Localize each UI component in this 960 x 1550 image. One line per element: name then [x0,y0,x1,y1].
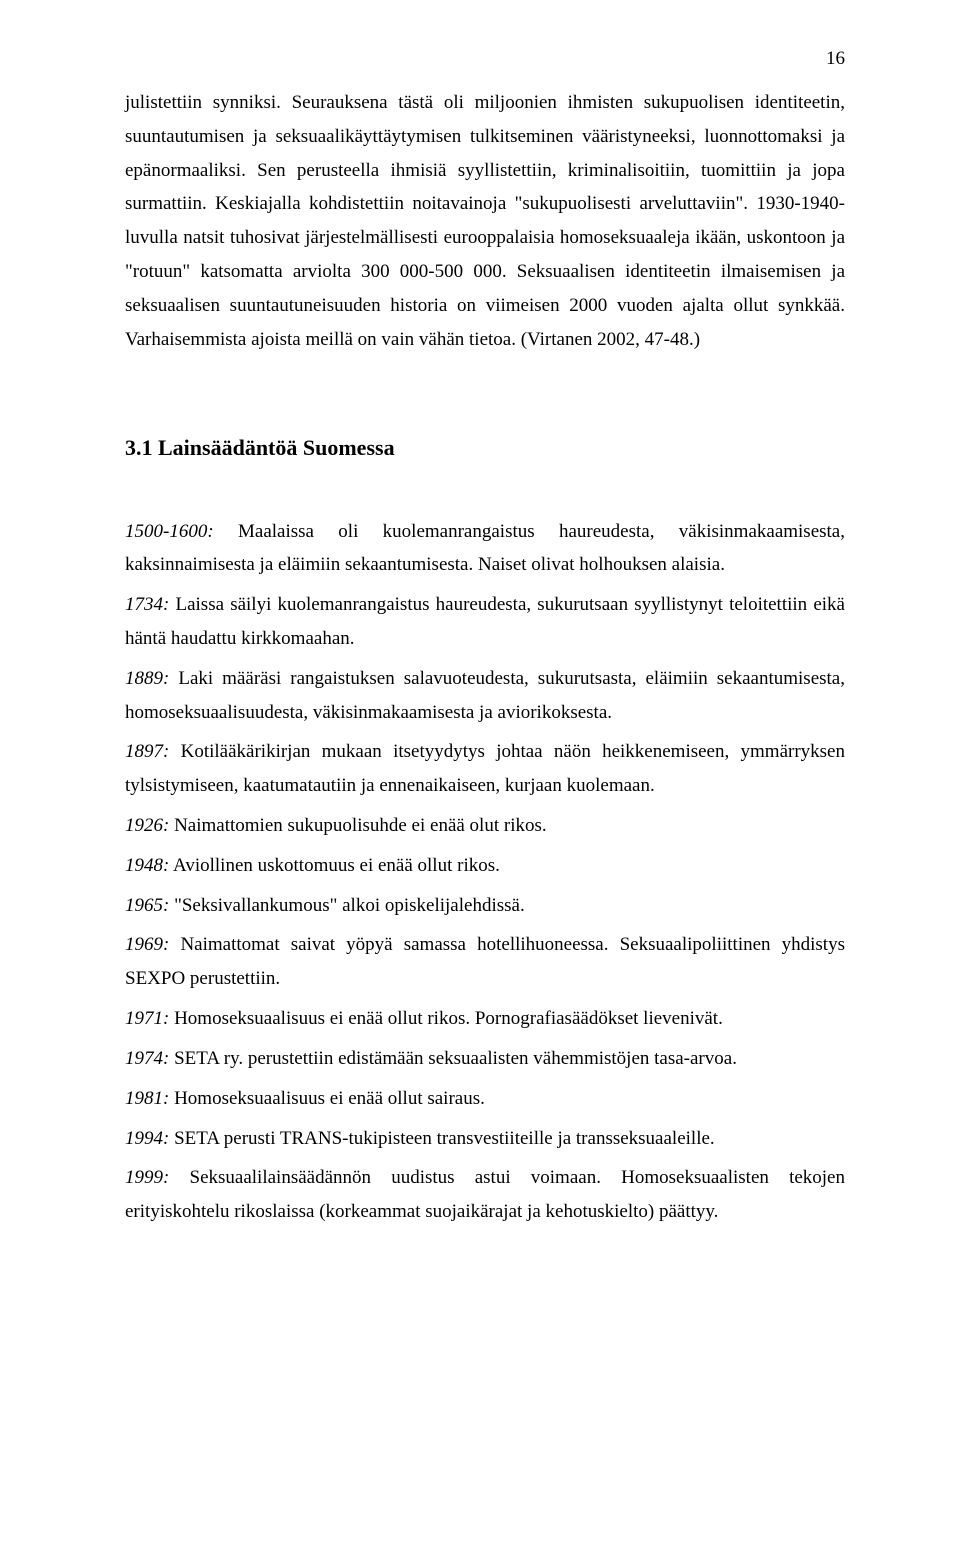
entry-text: Homoseksuaalisuus ei enää ollut rikos. P… [169,1008,723,1029]
entry-text: Naimattomien sukupuolisuhde ei enää olut… [169,815,546,836]
entry-year: 1994: [125,1128,169,1149]
entry-year: 1948: [125,855,169,876]
entry-year: 1897: [125,741,169,762]
entry-text: Maalaissa oli kuolemanrangaistus haureud… [125,521,845,576]
entry-text: Aviollinen uskottomuus ei enää ollut rik… [169,855,500,876]
entry-text: Naimattomat saivat yöpyä samassa hotelli… [125,934,845,989]
entry-text: Homoseksuaalisuus ei enää ollut sairaus. [169,1088,485,1109]
entry-year: 1734: [125,594,169,615]
timeline-entry: 1981: Homoseksuaalisuus ei enää ollut sa… [125,1082,845,1116]
section-heading: 3.1 Lainsäädäntöä Suomessa [125,435,845,461]
entry-year: 1971: [125,1008,169,1029]
entry-text: Seksuaalilainsäädännön uudistus astui vo… [125,1167,845,1222]
timeline-entry: 1971: Homoseksuaalisuus ei enää ollut ri… [125,1002,845,1036]
intro-paragraph: julistettiin synniksi. Seurauksena tästä… [125,86,845,357]
entry-text: SETA perusti TRANS-tukipisteen transvest… [169,1128,714,1149]
entry-text: "Seksivallankumous" alkoi opiskelijalehd… [169,895,524,916]
timeline-entry: 1500-1600: Maalaissa oli kuolemanrangais… [125,515,845,583]
entry-text: Laki määräsi rangaistuksen salavuoteudes… [125,668,845,723]
entry-year: 1965: [125,895,169,916]
entry-year: 1500-1600: [125,521,214,542]
entry-year: 1889: [125,668,169,689]
timeline-entry: 1926: Naimattomien sukupuolisuhde ei enä… [125,809,845,843]
entry-year: 1974: [125,1048,169,1069]
timeline-entry: 1999: Seksuaalilainsäädännön uudistus as… [125,1161,845,1229]
timeline-entry: 1897: Kotilääkärikirjan mukaan itsetyydy… [125,735,845,803]
entry-text: Kotilääkärikirjan mukaan itsetyydytys jo… [125,741,845,796]
timeline-entry: 1969: Naimattomat saivat yöpyä samassa h… [125,928,845,996]
timeline-entry: 1948: Aviollinen uskottomuus ei enää oll… [125,849,845,883]
timeline-entry: 1994: SETA perusti TRANS-tukipisteen tra… [125,1122,845,1156]
entry-year: 1969: [125,934,169,955]
entry-year: 1999: [125,1167,169,1188]
entry-text: Laissa säilyi kuolemanrangaistus haureud… [125,594,845,649]
timeline-entry: 1889: Laki määräsi rangaistuksen salavuo… [125,662,845,730]
timeline-entry: 1974: SETA ry. perustettiin edistämään s… [125,1042,845,1076]
entry-year: 1926: [125,815,169,836]
page-number: 16 [826,48,845,70]
timeline-entry: 1734: Laissa säilyi kuolemanrangaistus h… [125,588,845,656]
timeline-entries: 1500-1600: Maalaissa oli kuolemanrangais… [125,515,845,1229]
entry-year: 1981: [125,1088,169,1109]
entry-text: SETA ry. perustettiin edistämään seksuaa… [169,1048,737,1069]
page-content: julistettiin synniksi. Seurauksena tästä… [125,86,845,1229]
timeline-entry: 1965: "Seksivallankumous" alkoi opiskeli… [125,889,845,923]
